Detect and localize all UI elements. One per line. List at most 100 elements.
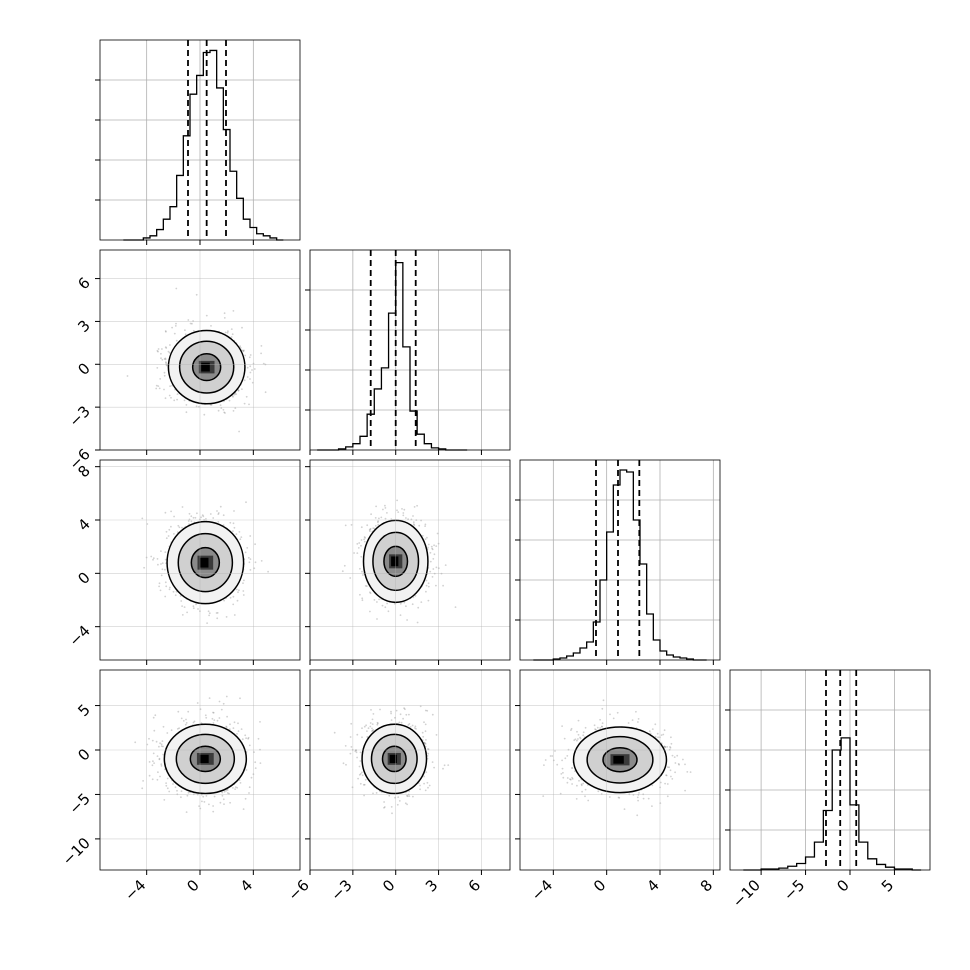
scatter-point (593, 724, 596, 727)
scatter-point (571, 776, 573, 779)
scatter-point (369, 725, 372, 728)
scatter-point (356, 552, 359, 554)
scatter-point (660, 734, 663, 736)
scatter-point (178, 526, 181, 529)
scatter-point (183, 399, 186, 402)
scatter-point (581, 790, 583, 793)
density-contour (189, 745, 222, 773)
scatter-point (436, 532, 439, 535)
scatter-point (601, 725, 603, 728)
scatter-point (666, 783, 669, 785)
scatter-point (246, 366, 249, 369)
scatter-point (427, 546, 429, 549)
scatter-point (156, 349, 159, 352)
scatter-point (235, 393, 238, 395)
scatter-point (232, 410, 235, 412)
scatter-point (245, 769, 248, 771)
scatter-point (561, 767, 564, 770)
scatter-point (580, 784, 583, 787)
scatter-point (151, 778, 154, 781)
scatter-point (424, 523, 427, 526)
scatter-point (247, 736, 250, 739)
scatter-point (176, 531, 179, 533)
scatter-point (185, 404, 188, 406)
scatter-point (142, 780, 145, 782)
scatter-point (181, 605, 184, 607)
scatter-point (432, 558, 435, 560)
scatter-point (651, 805, 653, 807)
density-contour (572, 726, 668, 794)
scatter-point (580, 783, 583, 786)
density-peak (391, 556, 399, 567)
scatter-point (195, 293, 198, 296)
scatter-point (638, 792, 640, 794)
scatter-point (223, 790, 226, 793)
scatter-point (357, 777, 359, 780)
scatter-point (254, 561, 257, 564)
density-contour (175, 733, 236, 785)
scatter-point (235, 533, 238, 535)
scatter-point (172, 590, 175, 593)
scatter-point (378, 517, 380, 520)
scatter-point (376, 721, 379, 724)
scatter-point (183, 606, 186, 608)
scatter-point (349, 736, 352, 738)
scatter-point (222, 514, 225, 517)
scatter-point (208, 612, 211, 615)
scatter-point (245, 737, 248, 740)
scatter-point (240, 728, 243, 730)
scatter-point (148, 737, 150, 740)
scatter-point (584, 795, 586, 798)
scatter-point (561, 725, 563, 727)
scatter-point (637, 718, 640, 720)
scatter-point (160, 352, 162, 355)
scatter-point (202, 515, 205, 518)
scatter-point (425, 739, 427, 741)
scatter-point (238, 589, 240, 592)
scatter-point (175, 287, 178, 290)
scatter-point (169, 586, 171, 589)
scatter-point (217, 512, 220, 514)
scatter-point (376, 601, 378, 603)
scatter-point (371, 727, 373, 730)
scatter-point (191, 322, 193, 325)
scatter-point (217, 409, 220, 412)
scatter-point (236, 786, 239, 789)
scatter-point (212, 722, 215, 724)
scatter-point (424, 743, 427, 745)
scatter-point (165, 330, 167, 333)
scatter-point (190, 520, 193, 523)
scatter-point (582, 731, 585, 734)
scatter-point (162, 725, 165, 728)
scatter-point (162, 753, 165, 756)
scatter-point (391, 812, 393, 815)
scatter-point (684, 763, 686, 766)
y-tick-label: 0 (74, 745, 93, 764)
scatter-point (174, 786, 177, 789)
density-contour (586, 735, 654, 784)
scatter-point (422, 735, 425, 738)
scatter-point (232, 530, 234, 532)
x-tick-label: 3 (422, 876, 441, 895)
x-tick-label: 0 (379, 876, 398, 895)
scatter-point (239, 538, 242, 541)
scatter-point (164, 568, 166, 571)
scatter-point (243, 402, 246, 405)
scatter-point (212, 805, 215, 807)
scatter-point (185, 722, 188, 724)
y-tick-label: 0 (74, 359, 93, 378)
scatter-point (188, 512, 191, 515)
scatter-point (382, 508, 384, 511)
scatter-point (427, 748, 429, 750)
scatter-point (176, 393, 179, 395)
scatter-point (543, 764, 545, 766)
density-contour (166, 520, 245, 605)
scatter-point (249, 378, 251, 380)
scatter-point (350, 722, 353, 725)
scatter-point (670, 775, 672, 778)
scatter-point (333, 731, 336, 734)
scatter-point (254, 543, 256, 546)
scatter-point (423, 782, 425, 785)
scatter-point (376, 723, 379, 726)
scatter-point (150, 555, 153, 558)
